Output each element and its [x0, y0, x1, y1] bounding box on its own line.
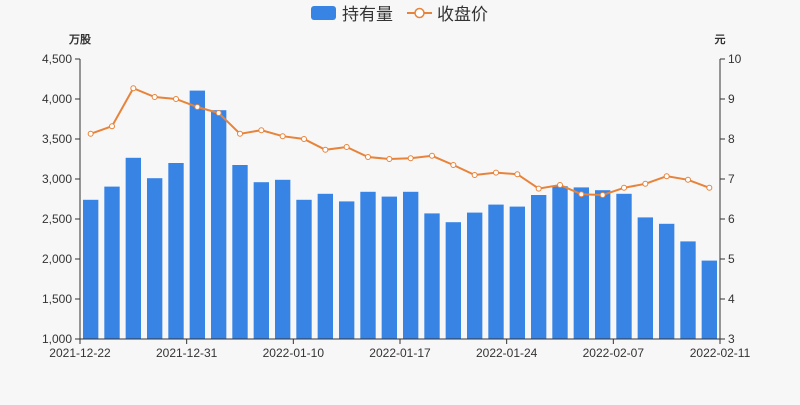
bar-7[interactable] [232, 165, 248, 339]
price-point-11[interactable] [322, 146, 329, 153]
right-tick-label-1: 4 [728, 292, 735, 306]
right-axis-unit: 元 [715, 33, 726, 46]
bar-23[interactable] [573, 187, 590, 339]
price-point-10[interactable] [301, 136, 307, 142]
bar-1[interactable] [104, 186, 120, 339]
left-axis-unit: 万股 [68, 33, 92, 46]
price-point-16[interactable] [429, 152, 435, 159]
left-tick-label-6: 4,000 [42, 92, 72, 106]
price-point-8[interactable] [258, 127, 265, 134]
bar-19[interactable] [488, 204, 504, 339]
bar-18[interactable] [466, 212, 483, 339]
price-point-4[interactable] [173, 96, 179, 102]
bar-14[interactable] [381, 196, 398, 339]
right-tick-label-2: 5 [728, 252, 735, 266]
bar-5[interactable] [189, 90, 206, 339]
x-tick-label-1: 2021-12-31 [156, 346, 218, 360]
bar-20[interactable] [509, 206, 526, 339]
x-tick-label-3: 2022-01-17 [369, 346, 431, 360]
bar-12[interactable] [338, 201, 355, 339]
price-point-5[interactable] [194, 104, 201, 110]
bar-27[interactable] [658, 223, 675, 339]
price-point-18[interactable] [471, 172, 478, 178]
left-tick-label-2: 2,000 [42, 252, 72, 266]
right-tick-label-3: 6 [728, 212, 735, 226]
price-point-20[interactable] [514, 171, 521, 178]
x-tick-label-4: 2022-01-24 [476, 346, 538, 360]
price-point-29[interactable] [706, 184, 713, 191]
price-point-12[interactable] [343, 144, 350, 150]
legend-swatch-holding [311, 6, 336, 20]
left-tick-label-5: 3,500 [42, 132, 72, 146]
price-point-7[interactable] [237, 130, 243, 137]
bar-26[interactable] [637, 217, 654, 339]
price-point-28[interactable] [685, 176, 691, 183]
right-tick-label-0: 3 [728, 332, 735, 346]
bar-25[interactable] [616, 193, 632, 339]
line-series [87, 85, 713, 198]
right-tick-label-4: 7 [728, 172, 735, 186]
price-point-13[interactable] [365, 154, 371, 160]
bar-4[interactable] [168, 163, 184, 339]
chart-axes: 1,000 1,500 2,000 2,500 3,000 3,500 4,000 4,500… [42, 52, 751, 360]
bar-13[interactable] [360, 191, 376, 339]
bar-10[interactable] [296, 199, 312, 339]
x-tick-label-2: 2022-01-10 [263, 346, 325, 360]
bar-series [82, 90, 718, 339]
legend-label-price: 收盘价 [437, 5, 488, 24]
bar-3[interactable] [146, 178, 163, 339]
bar-9[interactable] [274, 179, 291, 339]
price-point-23[interactable] [578, 191, 585, 198]
x-tick-label-0: 2021-12-22 [49, 346, 111, 360]
price-point-27[interactable] [663, 173, 670, 180]
bar-15[interactable] [402, 191, 419, 339]
legend-label-holding: 持有量 [342, 5, 393, 24]
price-point-17[interactable] [450, 162, 457, 168]
bar-16[interactable] [424, 213, 440, 339]
price-point-0[interactable] [87, 130, 94, 137]
right-tick-label-6: 9 [728, 92, 735, 106]
left-tick-label-3: 2,500 [42, 212, 72, 226]
left-tick-label-1: 1,500 [42, 292, 72, 306]
right-tick-label-5: 8 [728, 132, 735, 146]
left-tick-label-0: 1,000 [42, 332, 72, 346]
price-point-21[interactable] [535, 185, 542, 192]
left-tick-label-7: 4,500 [42, 52, 72, 66]
bar-2[interactable] [125, 157, 142, 339]
price-point-3[interactable] [151, 94, 158, 100]
bar-6[interactable] [210, 110, 227, 339]
price-line-path [90, 86, 710, 197]
bar-0[interactable] [82, 199, 99, 339]
bar-24[interactable] [594, 190, 611, 339]
price-point-1[interactable] [109, 123, 115, 130]
price-point-15[interactable] [407, 155, 414, 162]
price-point-22[interactable] [557, 182, 563, 188]
right-tick-label-7: 10 [728, 52, 742, 66]
chart-legend[interactable]: 持有量 收盘价 [311, 5, 488, 24]
left-tick-label-4: 3,000 [42, 172, 72, 186]
price-point-6[interactable] [215, 110, 222, 116]
price-point-25[interactable] [621, 184, 627, 191]
price-point-26[interactable] [642, 180, 649, 187]
x-tick-label-6: 2022-02-11 [690, 346, 751, 360]
legend-swatch-price-marker [414, 7, 425, 19]
bar-8[interactable] [253, 182, 270, 339]
bar-17[interactable] [445, 222, 462, 339]
bar-21[interactable] [530, 195, 547, 339]
price-point-9[interactable] [279, 133, 286, 140]
price-point-19[interactable] [493, 169, 499, 176]
price-point-2[interactable] [130, 85, 137, 92]
bar-22[interactable] [552, 186, 568, 339]
bar-29[interactable] [701, 260, 718, 339]
x-tick-label-5: 2022-02-07 [583, 346, 645, 360]
bar-11[interactable] [317, 193, 334, 339]
bar-28[interactable] [680, 241, 696, 339]
price-point-24[interactable] [599, 192, 606, 198]
price-point-14[interactable] [386, 156, 393, 162]
